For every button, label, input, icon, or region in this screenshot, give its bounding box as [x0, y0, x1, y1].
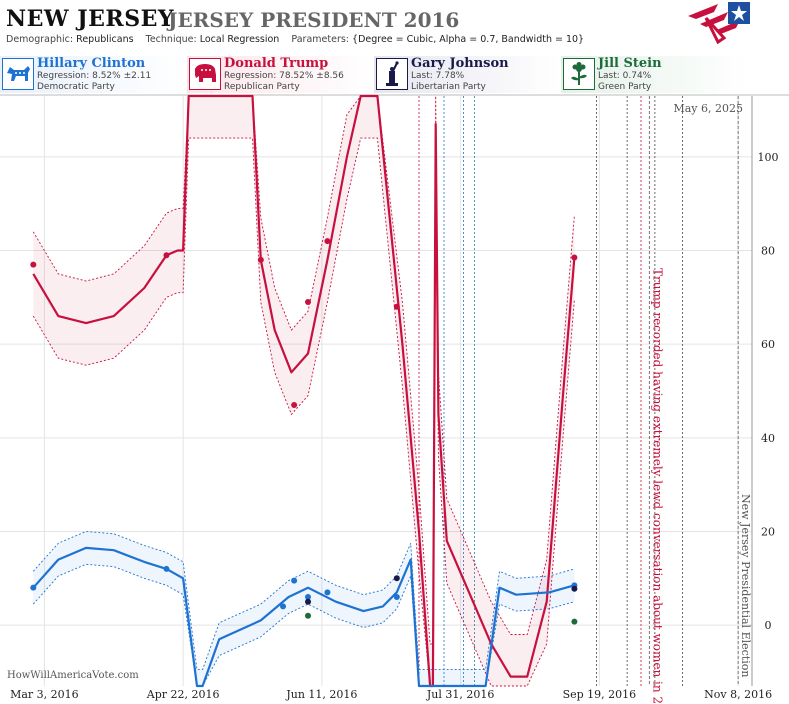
- technique-label: Technique:: [145, 34, 197, 45]
- x-tick-label: Jul 31, 2016: [426, 688, 495, 701]
- data-point: [257, 256, 264, 263]
- y-tick-label: 40: [761, 432, 775, 445]
- flower-icon: [563, 58, 595, 90]
- y-tick-label: 0: [765, 619, 772, 632]
- data-point: [30, 261, 37, 268]
- band-upper-edge: [32, 95, 575, 645]
- data-point: [324, 238, 331, 245]
- candidate-name: Hillary Clinton: [37, 56, 146, 71]
- parameters-line: Demographic: Republicans Technique: Loca…: [6, 34, 584, 45]
- state-title: NEW JERSEY: [6, 6, 175, 32]
- trend-line: [32, 546, 575, 688]
- candidate-name: Donald Trump: [224, 56, 329, 71]
- data-point: [291, 402, 298, 409]
- watermark: HowWillAmericaVote.com: [7, 670, 139, 681]
- statue-of-liberty-icon: [376, 58, 408, 90]
- donkey-icon: [2, 58, 34, 90]
- candidate-card-stein[interactable]: Jill Stein Last: 0.74% Green Party: [561, 56, 748, 93]
- candidate-last: Last: 7.78%: [411, 71, 465, 81]
- candidate-party: Green Party: [598, 82, 652, 92]
- data-point: [305, 612, 312, 619]
- demographic-label: Demographic:: [6, 34, 74, 45]
- data-point: [393, 594, 400, 601]
- candidate-regression: Regression: 78.52% ±8.56: [224, 71, 344, 81]
- data-point: [393, 303, 400, 310]
- date-label: May 6, 2025: [673, 102, 743, 115]
- header: NEW JERSEY JERSEY PRESIDENT 2016 Demogra…: [0, 0, 789, 56]
- candidate-name: Jill Stein: [598, 56, 662, 71]
- y-tick-label: 60: [761, 338, 775, 351]
- x-tick-label: Nov 8, 2016: [704, 688, 772, 701]
- data-point: [571, 254, 578, 261]
- y-tick-label: 20: [761, 525, 775, 538]
- parameters-label: Parameters:: [291, 34, 349, 45]
- candidate-card-clinton[interactable]: Hillary Clinton Regression: 8.52% ±2.11 …: [0, 56, 187, 93]
- data-point: [280, 603, 287, 610]
- data-point: [305, 594, 312, 601]
- candidate-card-johnson[interactable]: Gary Johnson Last: 7.78% Libertarian Par…: [374, 56, 561, 93]
- annotation-text: New Jersey Presidential Election: [739, 494, 752, 677]
- candidate-party: Democratic Party: [37, 82, 115, 92]
- candidate-party: Libertarian Party: [411, 82, 486, 92]
- data-point: [30, 584, 37, 591]
- candidate-card-trump[interactable]: Donald Trump Regression: 78.52% ±8.56 Re…: [187, 56, 374, 93]
- x-tick-label: Jun 11, 2016: [285, 688, 357, 701]
- axes: 0 20 40 60 80 100 Mar 3, 2016 Apr 22, 2016 Jun 1…: [10, 96, 779, 701]
- annotation-text: Trump recorded having extremely lewd con…: [650, 268, 664, 704]
- data-point: [305, 598, 312, 605]
- elephant-icon: [189, 58, 221, 90]
- candidate-regression: Regression: 8.52% ±2.11: [37, 71, 152, 81]
- y-tick-label: 100: [758, 151, 779, 164]
- data-point: [163, 252, 170, 259]
- confidence-band: [33, 96, 575, 686]
- annotations: Trump recorded having extremely lewd con…: [418, 96, 752, 704]
- candidate-last: Last: 0.74%: [598, 71, 652, 81]
- confidence-bands: [32, 95, 575, 687]
- data-point: [324, 589, 331, 596]
- x-tick-label: Sep 19, 2016: [563, 688, 637, 701]
- demographic-value: Republicans: [76, 34, 134, 45]
- technique-value: Local Regression: [199, 34, 280, 45]
- x-tick-label: Apr 22, 2016: [146, 688, 220, 701]
- data-point: [163, 565, 170, 572]
- candidate-party: Republican Party: [224, 82, 300, 92]
- flag-logo-icon: [688, 2, 750, 45]
- x-tick-label: Mar 3, 2016: [10, 688, 79, 701]
- data-point: [571, 618, 578, 625]
- y-tick-label: 80: [761, 245, 775, 258]
- candidate-name: Gary Johnson: [411, 56, 509, 71]
- data-point: [571, 585, 578, 592]
- candidate-legend: Hillary Clinton Regression: 8.52% ±2.11 …: [0, 56, 789, 93]
- poll-points: [30, 238, 578, 625]
- data-point: [393, 575, 400, 582]
- data-point: [305, 299, 312, 306]
- parameters-value: {Degree = Cubic, Alpha = 0.7, Bandwidth …: [352, 34, 585, 45]
- data-point: [291, 577, 298, 584]
- race-title: JERSEY PRESIDENT 2016: [168, 8, 460, 32]
